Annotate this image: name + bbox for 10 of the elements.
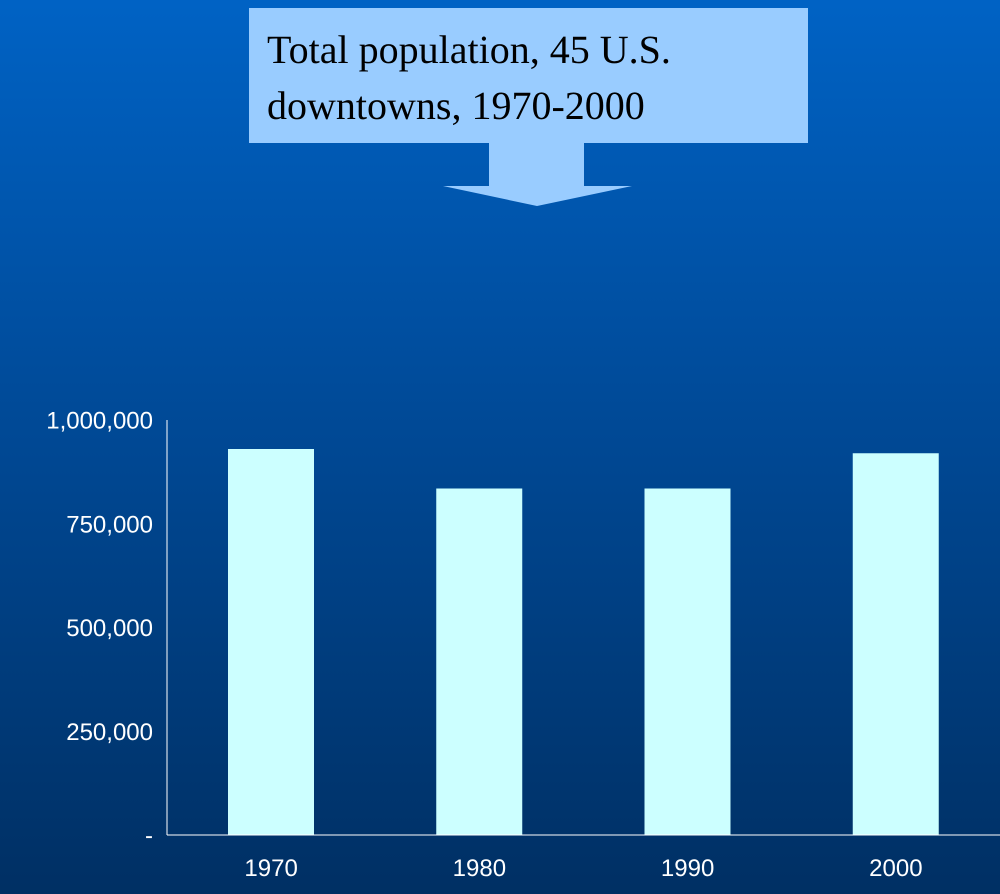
x-tick-label: 1980 xyxy=(452,855,506,882)
y-tick-label: 750,000 xyxy=(66,511,153,538)
x-tick-label: 2000 xyxy=(869,855,923,882)
y-tick-label: 250,000 xyxy=(66,718,153,746)
y-tick-label: - xyxy=(145,822,153,850)
y-tick-label: 500,000 xyxy=(66,615,153,642)
y-tick-label: 1,000,000 xyxy=(46,408,153,435)
x-tick-label: 1970 xyxy=(244,855,298,882)
chart-title: Total population, 45 U.S. downtowns, 1970-2000 xyxy=(249,8,808,143)
x-tick-label: 1990 xyxy=(660,855,714,882)
